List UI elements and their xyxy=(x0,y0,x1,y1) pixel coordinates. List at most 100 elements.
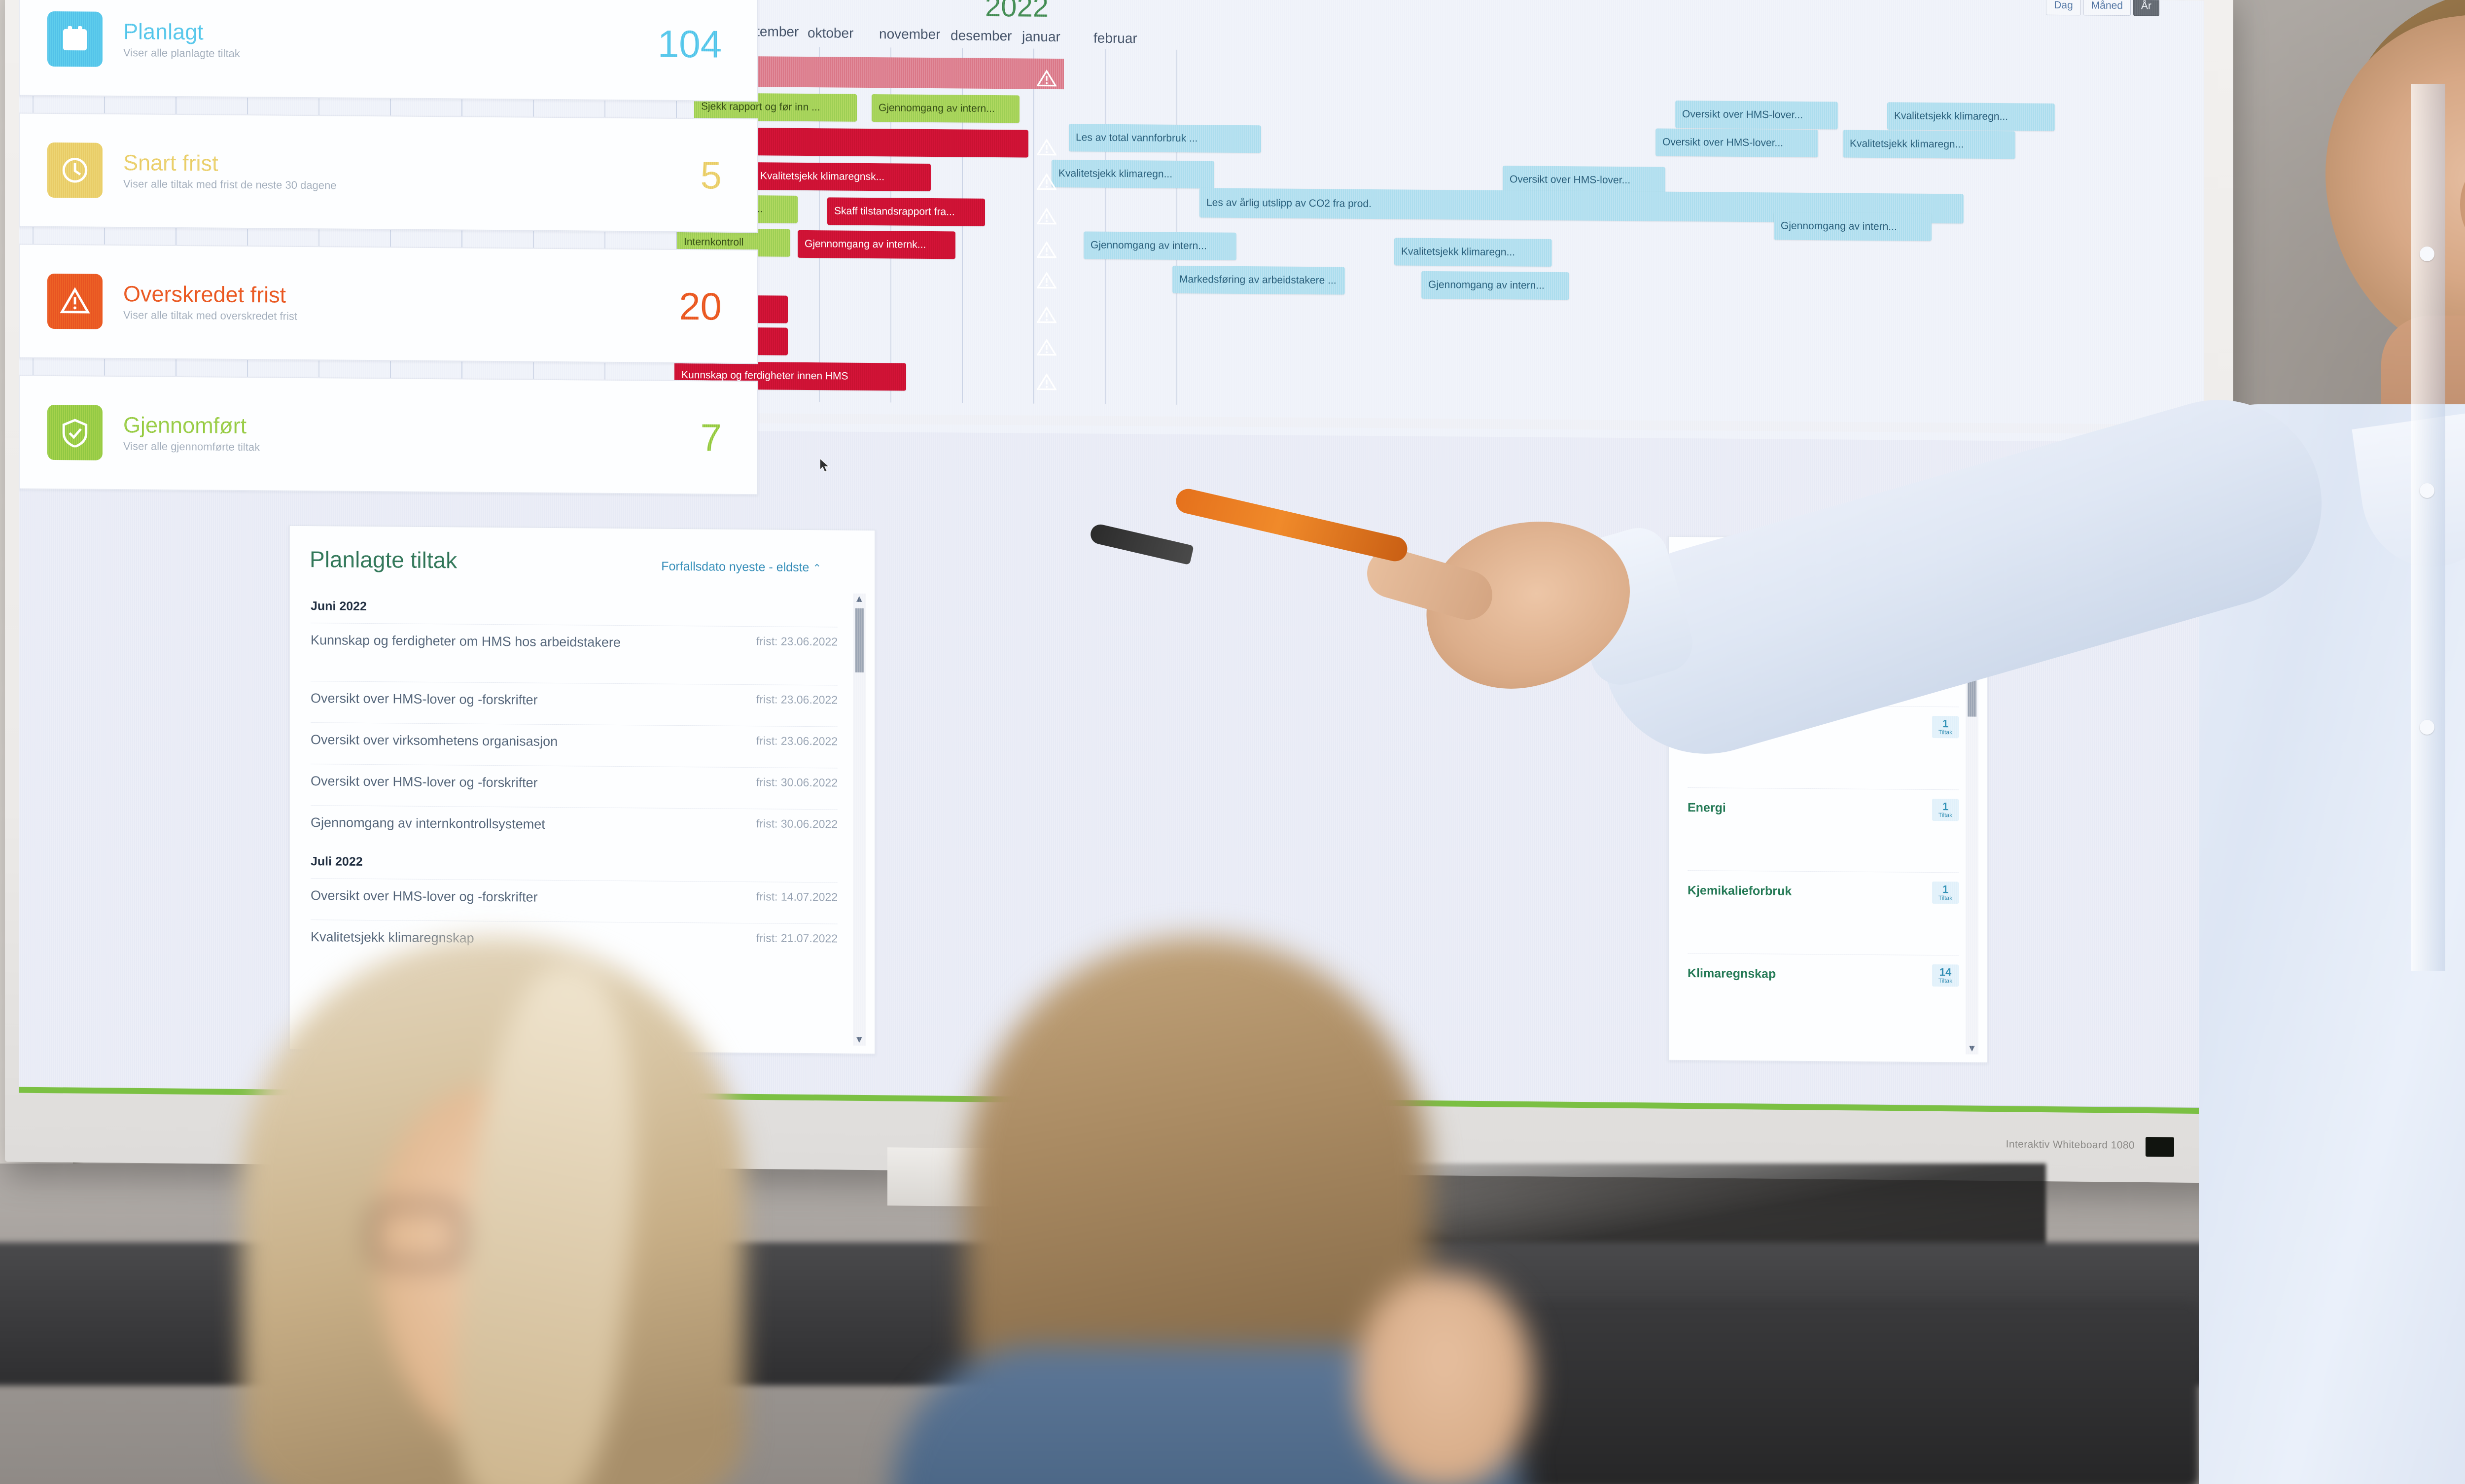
environment-theme-badge: 1 Tiltak xyxy=(1932,798,1959,821)
clock-icon xyxy=(47,142,103,198)
task-due-date: frist: 21.07.2022 xyxy=(756,931,838,945)
environment-theme-row[interactable]: Innkjøp 1 Tiltak xyxy=(1688,705,1959,739)
task-due-date: frist: 14.07.2022 xyxy=(756,890,838,904)
gantt-bar[interactable]: Oversikt over HMS-lover... xyxy=(1655,128,1818,158)
gantt-month-label: oktober xyxy=(808,25,854,41)
task-name: Kvalitetsjekk klimaregnskap xyxy=(311,929,474,946)
dashboard-screen[interactable]: 2022 Dag Måned År nberdesemberjanuarfebr… xyxy=(19,0,2204,1107)
view-toggle-dag[interactable]: Dag xyxy=(2046,0,2081,16)
environment-theme-row[interactable]: Energi 1 Tiltak xyxy=(1688,787,1959,821)
environment-theme-row[interactable]: Klimaregnskap 14 Tiltak xyxy=(1688,953,1959,987)
gantt-view-toggle[interactable]: Dag Måned År xyxy=(2046,0,2159,16)
status-card-count: 7 xyxy=(700,416,722,459)
gantt-bar[interactable]: Markedsføring av arbeidstakere ... xyxy=(1172,265,1345,295)
task-row[interactable]: Gjennomgang av internkontrollsystemet fri… xyxy=(311,805,838,836)
environment-theme-badge: 70 Tiltak xyxy=(1932,633,1959,656)
gantt-month-label: januar xyxy=(1022,29,1060,45)
planned-scroll-thumb[interactable] xyxy=(855,608,864,672)
task-due-date: frist: 30.06.2022 xyxy=(756,817,838,831)
env-scroll-down-arrow-icon[interactable]: ▼ xyxy=(1967,1043,1977,1054)
planned-tasks-title: Planlagte tiltak xyxy=(310,546,458,573)
gantt-bar[interactable]: Kvalitetsjekk klimaregn... xyxy=(1843,130,2015,159)
task-month-heading: Juli 2022 xyxy=(311,854,363,869)
status-card-title: Planlagt xyxy=(123,19,204,45)
gantt-chart[interactable]: 2022 Dag Måned År nberdesemberjanuarfebr… xyxy=(19,0,2204,443)
display-screen-area[interactable]: 2022 Dag Måned År nberdesemberjanuarfebr… xyxy=(19,0,2204,1109)
planned-tasks-sort-control[interactable]: Forfallsdato nyeste - eldste ⌃ xyxy=(661,560,821,575)
gantt-bar[interactable]: Gjennomgang av intern... xyxy=(872,94,1020,123)
gantt-bar[interactable]: Kvalitetsjekk klimaregn... xyxy=(1394,238,1552,267)
gantt-bar[interactable]: Gjennomgang av intern... xyxy=(1774,212,1932,241)
planned-tasks-panel[interactable]: Planlagte tiltak Forfallsdato nyeste - e… xyxy=(289,525,876,1055)
chevron-up-icon: ⌃ xyxy=(812,563,821,574)
task-due-date: frist: 30.06.2022 xyxy=(756,776,838,789)
feedback-tab[interactable]: Rapporter feil / forbedringer xyxy=(2176,407,2195,605)
gantt-month-label: november xyxy=(879,26,941,42)
task-row[interactable]: Oversikt over HMS-lover og -forskrifter f… xyxy=(311,681,838,711)
status-card-snart-frist[interactable]: Snart frist Viser alle tiltak med frist d… xyxy=(19,112,758,233)
gantt-bar[interactable]: Kvalitetsjekk klimaregn... xyxy=(1052,159,1214,189)
environment-theme-name: Basis xyxy=(1688,635,1721,649)
gantt-gridline xyxy=(1176,49,1177,405)
display-brand-label: Interaktiv Whiteboard 1080 xyxy=(2006,1138,2135,1151)
scroll-up-arrow-icon[interactable]: ▲ xyxy=(854,593,864,604)
environment-theme-badge-label: Tiltak xyxy=(1938,646,1953,653)
environment-theme-name: Energi xyxy=(1688,801,1726,815)
environment-themes-panel[interactable]: Miljøtema Basis 70 Tiltak Innkjøp 1 Tiltak Ene… xyxy=(1668,535,1988,1063)
environment-scroll-thumb[interactable] xyxy=(1968,652,1976,717)
status-cards-panel[interactable]: Planlagt Viser alle planlagte tiltak 104 Sn… xyxy=(19,0,758,512)
warning-triangle-icon xyxy=(1037,241,1056,258)
task-name: Oversikt over HMS-lover og -forskrifter xyxy=(311,774,538,790)
gantt-bar[interactable]: Gjennomgang av intern... xyxy=(1421,271,1569,300)
environment-themes-list[interactable]: Basis 70 Tiltak Innkjøp 1 Tiltak Energi 1 Tiltak… xyxy=(1669,537,1987,987)
gantt-bar[interactable]: Les av total vannforbruk ... xyxy=(1069,124,1261,153)
display-logo xyxy=(2146,1136,2174,1157)
task-row[interactable]: Oversikt over HMS-lover og -forskrifter f… xyxy=(311,764,838,794)
status-card-title: Gjennomført xyxy=(123,412,247,439)
status-card-text: Overskredet frist Viser alle tiltak med o… xyxy=(123,281,679,325)
gantt-bar[interactable]: Kvalitetsjekk klimaregn... xyxy=(1887,102,2055,131)
status-card-gjennomført[interactable]: Gjennomført Viser alle gjennomførte tilta… xyxy=(19,375,758,495)
warning-triangle-icon xyxy=(1037,138,1056,156)
calendar-icon xyxy=(47,11,103,67)
environment-theme-badge: 1 Tiltak xyxy=(1932,881,1959,904)
status-card-planlagt[interactable]: Planlagt Viser alle planlagte tiltak 104 xyxy=(19,0,758,102)
status-card-overskredet-frist[interactable]: Overskredet frist Viser alle tiltak med o… xyxy=(19,244,758,364)
environment-theme-badge-label: Tiltak xyxy=(1938,729,1953,736)
environment-theme-badge-label: Tiltak xyxy=(1938,812,1953,819)
status-card-subtitle: Viser alle planlagte tiltak xyxy=(123,46,240,60)
status-card-count: 104 xyxy=(657,22,722,66)
scroll-down-arrow-icon[interactable]: ▼ xyxy=(854,1034,864,1045)
environment-theme-badge: 1 Tiltak xyxy=(1932,715,1959,739)
environment-theme-row[interactable]: Basis 70 Tiltak xyxy=(1688,622,1959,656)
task-row[interactable]: Oversikt over virksomhetens organisasjon… xyxy=(311,722,838,753)
environment-theme-row[interactable]: Kjemikalieforbruk 1 Tiltak xyxy=(1688,870,1959,904)
task-due-date: frist: 23.06.2022 xyxy=(756,693,838,707)
planned-tasks-list[interactable]: Juni 2022 Kunnskap og ferdigheter om HMS … xyxy=(290,526,875,950)
gantt-bar[interactable]: Skaff tilstandsrapport fra... xyxy=(827,197,985,226)
task-name: Oversikt over virksomhetens organisasjon xyxy=(311,732,558,749)
task-name: Oversikt over HMS-lover og -forskrifter xyxy=(311,691,538,707)
environment-theme-badge: 14 Tiltak xyxy=(1932,964,1959,987)
gantt-bar[interactable]: Gjennomgang av intern... xyxy=(1084,231,1236,260)
status-card-text: Snart frist Viser alle tiltak med frist d… xyxy=(123,150,701,194)
planned-tasks-scrollbar[interactable]: ▲ ▼ xyxy=(853,593,866,1046)
task-row[interactable]: Oversikt over HMS-lover og -forskrifter f… xyxy=(311,878,838,909)
task-row[interactable]: Kvalitetsjekk klimaregnskap frist: 21.07.… xyxy=(311,919,838,950)
view-toggle-ar[interactable]: År xyxy=(2133,0,2159,16)
warning-triangle-icon xyxy=(1037,373,1056,390)
gantt-bar[interactable]: Oversikt over HMS-lover... xyxy=(1675,100,1838,130)
task-row[interactable]: Kunnskap og ferdigheter om HMS hos arbei… xyxy=(311,623,838,653)
environment-theme-badge-label: Tiltak xyxy=(1938,977,1953,985)
warning-triangle-icon xyxy=(1037,338,1056,356)
environment-theme-count: 1 xyxy=(1942,717,1949,730)
status-card-subtitle: Viser alle gjennomførte tiltak xyxy=(123,439,260,453)
wall-shadow xyxy=(2440,59,2465,996)
warning-triangle-icon xyxy=(1037,271,1056,289)
gantt-bar[interactable]: Gjennomgang av internk... xyxy=(798,230,955,259)
task-name: Oversikt over HMS-lover og -forskrifter xyxy=(311,888,538,905)
environment-themes-scrollbar[interactable]: ▼ xyxy=(1966,603,1978,1055)
view-toggle-maned[interactable]: Måned xyxy=(2083,0,2131,16)
gantt-bar[interactable]: Kvalitetsjekk klimaregnsk... xyxy=(753,162,931,191)
